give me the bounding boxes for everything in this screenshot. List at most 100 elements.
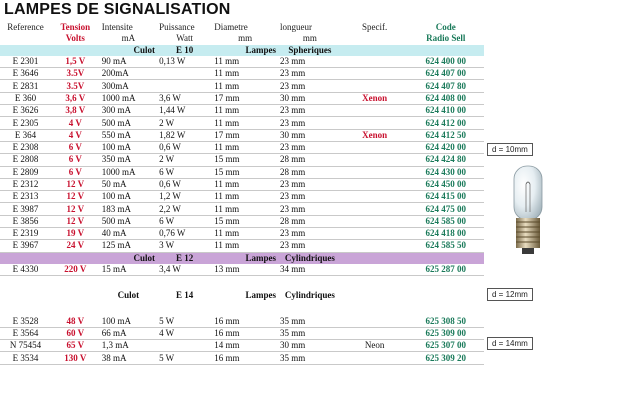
cell-tension: 3.5V bbox=[50, 67, 100, 81]
label-d10: d = 10mm bbox=[487, 143, 533, 156]
cell-diametre: 11 mm bbox=[212, 79, 279, 93]
cell-intensite: 38 mA bbox=[99, 351, 158, 365]
cell-reference: E 2313 bbox=[0, 190, 51, 204]
band-label: Cylindriques bbox=[278, 252, 342, 264]
cell-puissance: 3,4 W bbox=[157, 263, 213, 277]
table-row: E 3967 24 V 125 mA 3 W 11 mm 23 mm 624 585 50 bbox=[0, 239, 484, 253]
cell-intensite: 1,3 mA bbox=[99, 339, 158, 353]
header-puissance: Puissance bbox=[159, 22, 195, 33]
table-row: E 4330 220 V 15 mA 3,4 W 13 mm 34 mm 625 287 0… bbox=[0, 263, 484, 277]
band-label: Lampes bbox=[212, 44, 279, 56]
cell-code: 625 307 00 bbox=[407, 339, 484, 353]
cell-diametre: 11 mm bbox=[212, 116, 279, 130]
cell-longueur: 28 mm bbox=[278, 166, 342, 179]
unit-volts: Volts bbox=[65, 33, 85, 44]
cell-code: 624 412 00 bbox=[407, 116, 484, 130]
unit-ma: mA bbox=[121, 33, 136, 44]
cell-longueur: 28 mm bbox=[278, 153, 342, 167]
cell-tension: 6 V bbox=[50, 166, 100, 179]
lamp-table: Reference Tension Intensite Puissance Di… bbox=[0, 22, 484, 365]
cell-diametre: 16 mm bbox=[212, 351, 279, 365]
cell-puissance bbox=[157, 79, 213, 93]
cell-reference: E 3646 bbox=[0, 67, 51, 81]
cell-code: 625 309 00 bbox=[407, 327, 484, 341]
cell-longueur: 23 mm bbox=[278, 141, 342, 155]
table-row: E 3856 12 V 500 mA 6 W 15 mm 28 mm 624 585 00 bbox=[0, 215, 484, 229]
cell-puissance: 6 W bbox=[157, 166, 213, 179]
cell-intensite: 183 mA bbox=[99, 202, 158, 216]
table-row: E 2301 1,5 V 90 mA 0,13 W 11 mm 23 mm 624 400 … bbox=[0, 55, 484, 69]
cell-puissance: 1,2 W bbox=[157, 190, 213, 204]
cell-intensite: 100 mA bbox=[99, 190, 158, 204]
cell-diametre: 11 mm bbox=[212, 67, 279, 81]
cell-diametre: 15 mm bbox=[212, 215, 279, 229]
cell-puissance: 1,82 W bbox=[157, 129, 213, 142]
cell-specif bbox=[341, 190, 408, 204]
cell-code: 624 585 00 bbox=[407, 215, 484, 229]
cell-intensite: 90 mA bbox=[99, 55, 158, 69]
cell-diametre: 13 mm bbox=[212, 263, 279, 277]
cell-tension: 1,5 V bbox=[50, 55, 100, 69]
cell-specif bbox=[341, 79, 408, 93]
cell-reference: E 2308 bbox=[0, 141, 51, 155]
cell-tension: 6 V bbox=[50, 153, 100, 167]
cell-code: 625 309 20 bbox=[407, 351, 484, 365]
cell-tension: 3.5V bbox=[50, 79, 100, 93]
cell-longueur: 23 mm bbox=[278, 190, 342, 204]
cell-specif: Xenon bbox=[341, 92, 408, 106]
band-label: Culot bbox=[117, 290, 140, 301]
cell-longueur: 23 mm bbox=[278, 239, 342, 253]
table-row: N 75454 65 V 1,3 mA 14 mm 30 mm Neon 625 307 0… bbox=[0, 339, 484, 353]
cell-reference: E 3534 bbox=[0, 351, 51, 365]
cell-intensite: 50 mA bbox=[99, 178, 158, 192]
cell-code: 624 430 00 bbox=[407, 166, 484, 179]
header-units-row: Volts mA Watt mm mm Radio Sell bbox=[0, 33, 484, 44]
cell-code: 624 410 00 bbox=[407, 104, 484, 118]
table-row: E 3646 3.5V 200mA 11 mm 23 mm 624 407 00 bbox=[0, 67, 484, 81]
cell-tension: 12 V bbox=[50, 215, 100, 229]
cell-puissance: 1,44 W bbox=[157, 104, 213, 118]
cell-reference: E 3967 bbox=[0, 239, 51, 253]
cell-specif bbox=[341, 215, 408, 229]
cell-reference: E 3528 bbox=[0, 315, 51, 328]
cell-diametre: 11 mm bbox=[212, 190, 279, 204]
cell-longueur: 35 mm bbox=[278, 327, 342, 341]
cell-intensite: 1000 mA bbox=[99, 92, 158, 106]
cell-puissance: 2,2 W bbox=[157, 202, 213, 216]
lamp-table-body: Reference Tension Intensite Puissance Di… bbox=[0, 22, 484, 365]
cell-tension: 12 V bbox=[50, 178, 100, 192]
cell-tension: 65 V bbox=[50, 339, 100, 353]
header-row: Reference Tension Intensite Puissance Di… bbox=[0, 22, 484, 33]
cell-reference: E 2312 bbox=[0, 178, 51, 192]
header-tension: Tension bbox=[60, 22, 91, 33]
label-d14: d = 14mm bbox=[487, 337, 533, 350]
cell-puissance: 3 W bbox=[157, 239, 213, 253]
spacer-row bbox=[0, 302, 484, 316]
cell-code: 624 415 00 bbox=[407, 190, 484, 204]
cell-tension: 220 V bbox=[50, 263, 100, 277]
cell-intensite: 300 mA bbox=[99, 104, 158, 118]
table-row: E 2319 19 V 40 mA 0,76 W 11 mm 23 mm 624 418 0… bbox=[0, 227, 484, 241]
unit-mm-diam: mm bbox=[238, 33, 253, 44]
cell-specif bbox=[341, 153, 408, 167]
cell-puissance: 0,6 W bbox=[157, 141, 213, 155]
table-row: E 2305 4 V 500 mA 2 W 11 mm 23 mm 624 412 00 bbox=[0, 116, 484, 130]
cell-tension: 24 V bbox=[50, 239, 100, 253]
unit-specif bbox=[342, 33, 408, 44]
cell-longueur: 23 mm bbox=[278, 104, 342, 118]
cell-specif bbox=[341, 141, 408, 155]
header-longueur: longueur bbox=[280, 22, 313, 33]
band-label: Culot bbox=[99, 252, 158, 264]
cell-reference: E 4330 bbox=[0, 263, 51, 277]
cell-diametre: 11 mm bbox=[212, 141, 279, 155]
header-code: Code bbox=[435, 22, 456, 33]
cell-puissance: 2 W bbox=[157, 116, 213, 130]
cell-intensite: 350 mA bbox=[99, 153, 158, 167]
cell-diametre: 11 mm bbox=[212, 239, 279, 253]
band-label: E 14 bbox=[176, 290, 194, 301]
cell-code: 624 412 50 bbox=[407, 129, 484, 142]
cell-diametre: 11 mm bbox=[212, 55, 279, 69]
cell-longueur: 34 mm bbox=[278, 263, 342, 277]
cell-specif bbox=[341, 178, 408, 192]
cell-intensite: 1000 mA bbox=[99, 166, 158, 179]
